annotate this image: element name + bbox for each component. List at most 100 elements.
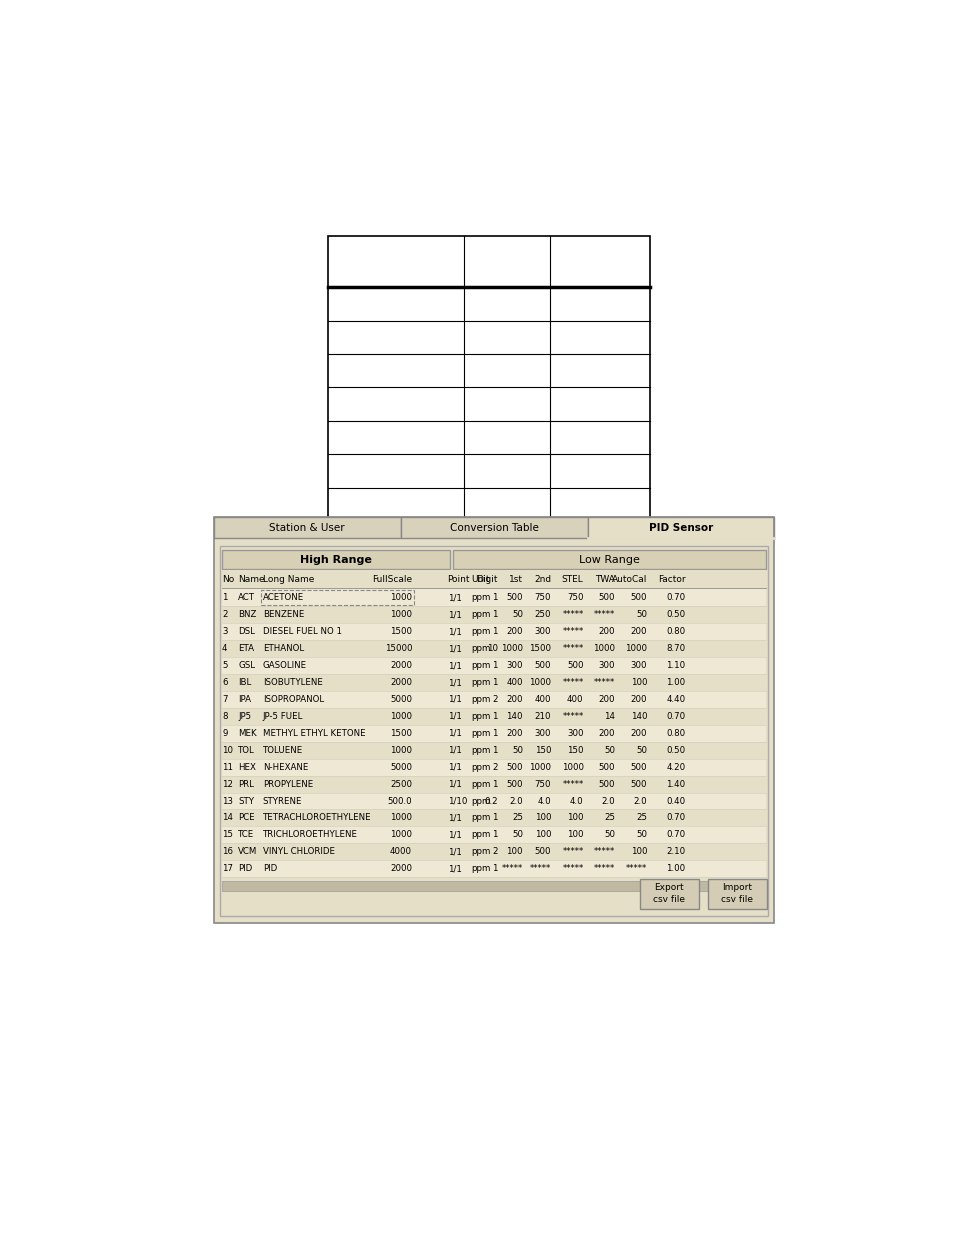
Text: TETRACHLOROETHYLENE: TETRACHLOROETHYLENE — [262, 814, 371, 823]
Bar — [222, 708, 765, 725]
Text: 300: 300 — [566, 729, 583, 737]
Text: 9: 9 — [222, 729, 227, 737]
Text: STYRENE: STYRENE — [262, 797, 302, 805]
Text: 50: 50 — [603, 746, 615, 755]
Bar — [222, 844, 765, 861]
Text: N-HEXANE: N-HEXANE — [262, 763, 308, 772]
Text: 50: 50 — [512, 610, 522, 619]
Text: *****: ***** — [529, 864, 551, 873]
Text: PID Sensor: PID Sensor — [648, 522, 712, 532]
Bar — [213, 517, 774, 924]
Text: VCM: VCM — [238, 847, 257, 856]
Text: MEK: MEK — [238, 729, 256, 737]
Text: 1500: 1500 — [529, 645, 551, 653]
Text: *****: ***** — [625, 864, 646, 873]
Text: *****: ***** — [561, 627, 583, 636]
Text: 200: 200 — [630, 729, 646, 737]
Text: No: No — [222, 576, 234, 584]
Text: 50: 50 — [636, 830, 646, 840]
Text: 1: 1 — [492, 610, 497, 619]
Text: 100: 100 — [566, 830, 583, 840]
Text: 1000: 1000 — [390, 830, 412, 840]
Text: High Range: High Range — [299, 555, 372, 564]
Text: 100: 100 — [506, 847, 522, 856]
Text: IBL: IBL — [238, 678, 252, 687]
Text: ETA: ETA — [238, 645, 254, 653]
Text: 200: 200 — [598, 627, 615, 636]
Text: 1: 1 — [492, 711, 497, 721]
Text: 300: 300 — [506, 661, 522, 671]
Text: GASOLINE: GASOLINE — [262, 661, 307, 671]
Text: 500: 500 — [534, 847, 551, 856]
Text: 4.0: 4.0 — [569, 797, 583, 805]
Text: 1/1: 1/1 — [447, 847, 461, 856]
Bar — [639, 878, 699, 909]
Text: 1000: 1000 — [529, 763, 551, 772]
Bar — [222, 606, 765, 624]
Bar — [222, 881, 765, 890]
Text: 400: 400 — [566, 695, 583, 704]
Text: 750: 750 — [566, 593, 583, 603]
Text: *****: ***** — [561, 711, 583, 721]
Text: 3: 3 — [222, 627, 227, 636]
Text: ppm: ppm — [471, 711, 490, 721]
Text: 50: 50 — [512, 830, 522, 840]
Text: 0.50: 0.50 — [666, 746, 685, 755]
Text: 25: 25 — [512, 814, 522, 823]
Text: 1/1: 1/1 — [447, 779, 461, 789]
Text: 500: 500 — [506, 779, 522, 789]
Text: *****: ***** — [594, 847, 615, 856]
Text: 5000: 5000 — [390, 763, 412, 772]
Text: 0.80: 0.80 — [666, 627, 685, 636]
Text: Long Name: Long Name — [262, 576, 314, 584]
Text: 500: 500 — [630, 593, 646, 603]
Text: 1.00: 1.00 — [666, 678, 685, 687]
Text: AutoCal: AutoCal — [611, 576, 646, 584]
Text: 2000: 2000 — [390, 864, 412, 873]
Text: ppm: ppm — [471, 746, 490, 755]
Bar — [222, 657, 765, 674]
Text: TOL: TOL — [238, 746, 254, 755]
Text: ppm: ppm — [471, 593, 490, 603]
Text: 1/1: 1/1 — [447, 763, 461, 772]
Text: 300: 300 — [598, 661, 615, 671]
Text: ppm: ppm — [471, 661, 490, 671]
Text: 1: 1 — [492, 814, 497, 823]
Text: 13: 13 — [222, 797, 233, 805]
Text: 2.10: 2.10 — [666, 847, 685, 856]
Text: 250: 250 — [534, 610, 551, 619]
Bar — [400, 517, 587, 538]
Text: 4.0: 4.0 — [537, 797, 551, 805]
Text: 0.40: 0.40 — [666, 797, 685, 805]
Text: 0.70: 0.70 — [666, 711, 685, 721]
Bar — [587, 517, 774, 538]
Text: 1000: 1000 — [390, 593, 412, 603]
Text: 2.0: 2.0 — [633, 797, 646, 805]
Text: ETHANOL: ETHANOL — [262, 645, 303, 653]
Text: 1000: 1000 — [624, 645, 646, 653]
Text: 2: 2 — [492, 695, 497, 704]
Text: 300: 300 — [630, 661, 646, 671]
Text: GSL: GSL — [238, 661, 255, 671]
Text: Name: Name — [238, 576, 265, 584]
Text: *****: ***** — [501, 864, 522, 873]
Bar — [222, 674, 765, 692]
Text: *****: ***** — [594, 610, 615, 619]
Text: ppm: ppm — [471, 864, 490, 873]
Text: JP5: JP5 — [238, 711, 252, 721]
Text: 14: 14 — [603, 711, 615, 721]
Text: 1000: 1000 — [529, 678, 551, 687]
Text: PID: PID — [262, 864, 276, 873]
Text: 1/1: 1/1 — [447, 610, 461, 619]
Bar — [222, 809, 765, 826]
Text: 1: 1 — [492, 593, 497, 603]
Text: 17: 17 — [222, 864, 233, 873]
Text: 200: 200 — [506, 695, 522, 704]
Text: *****: ***** — [594, 864, 615, 873]
Bar — [222, 692, 765, 708]
Bar — [222, 793, 765, 809]
Text: Import
csv file: Import csv file — [720, 883, 753, 904]
Text: IPA: IPA — [238, 695, 251, 704]
Bar — [222, 725, 765, 742]
Text: 2.0: 2.0 — [601, 797, 615, 805]
